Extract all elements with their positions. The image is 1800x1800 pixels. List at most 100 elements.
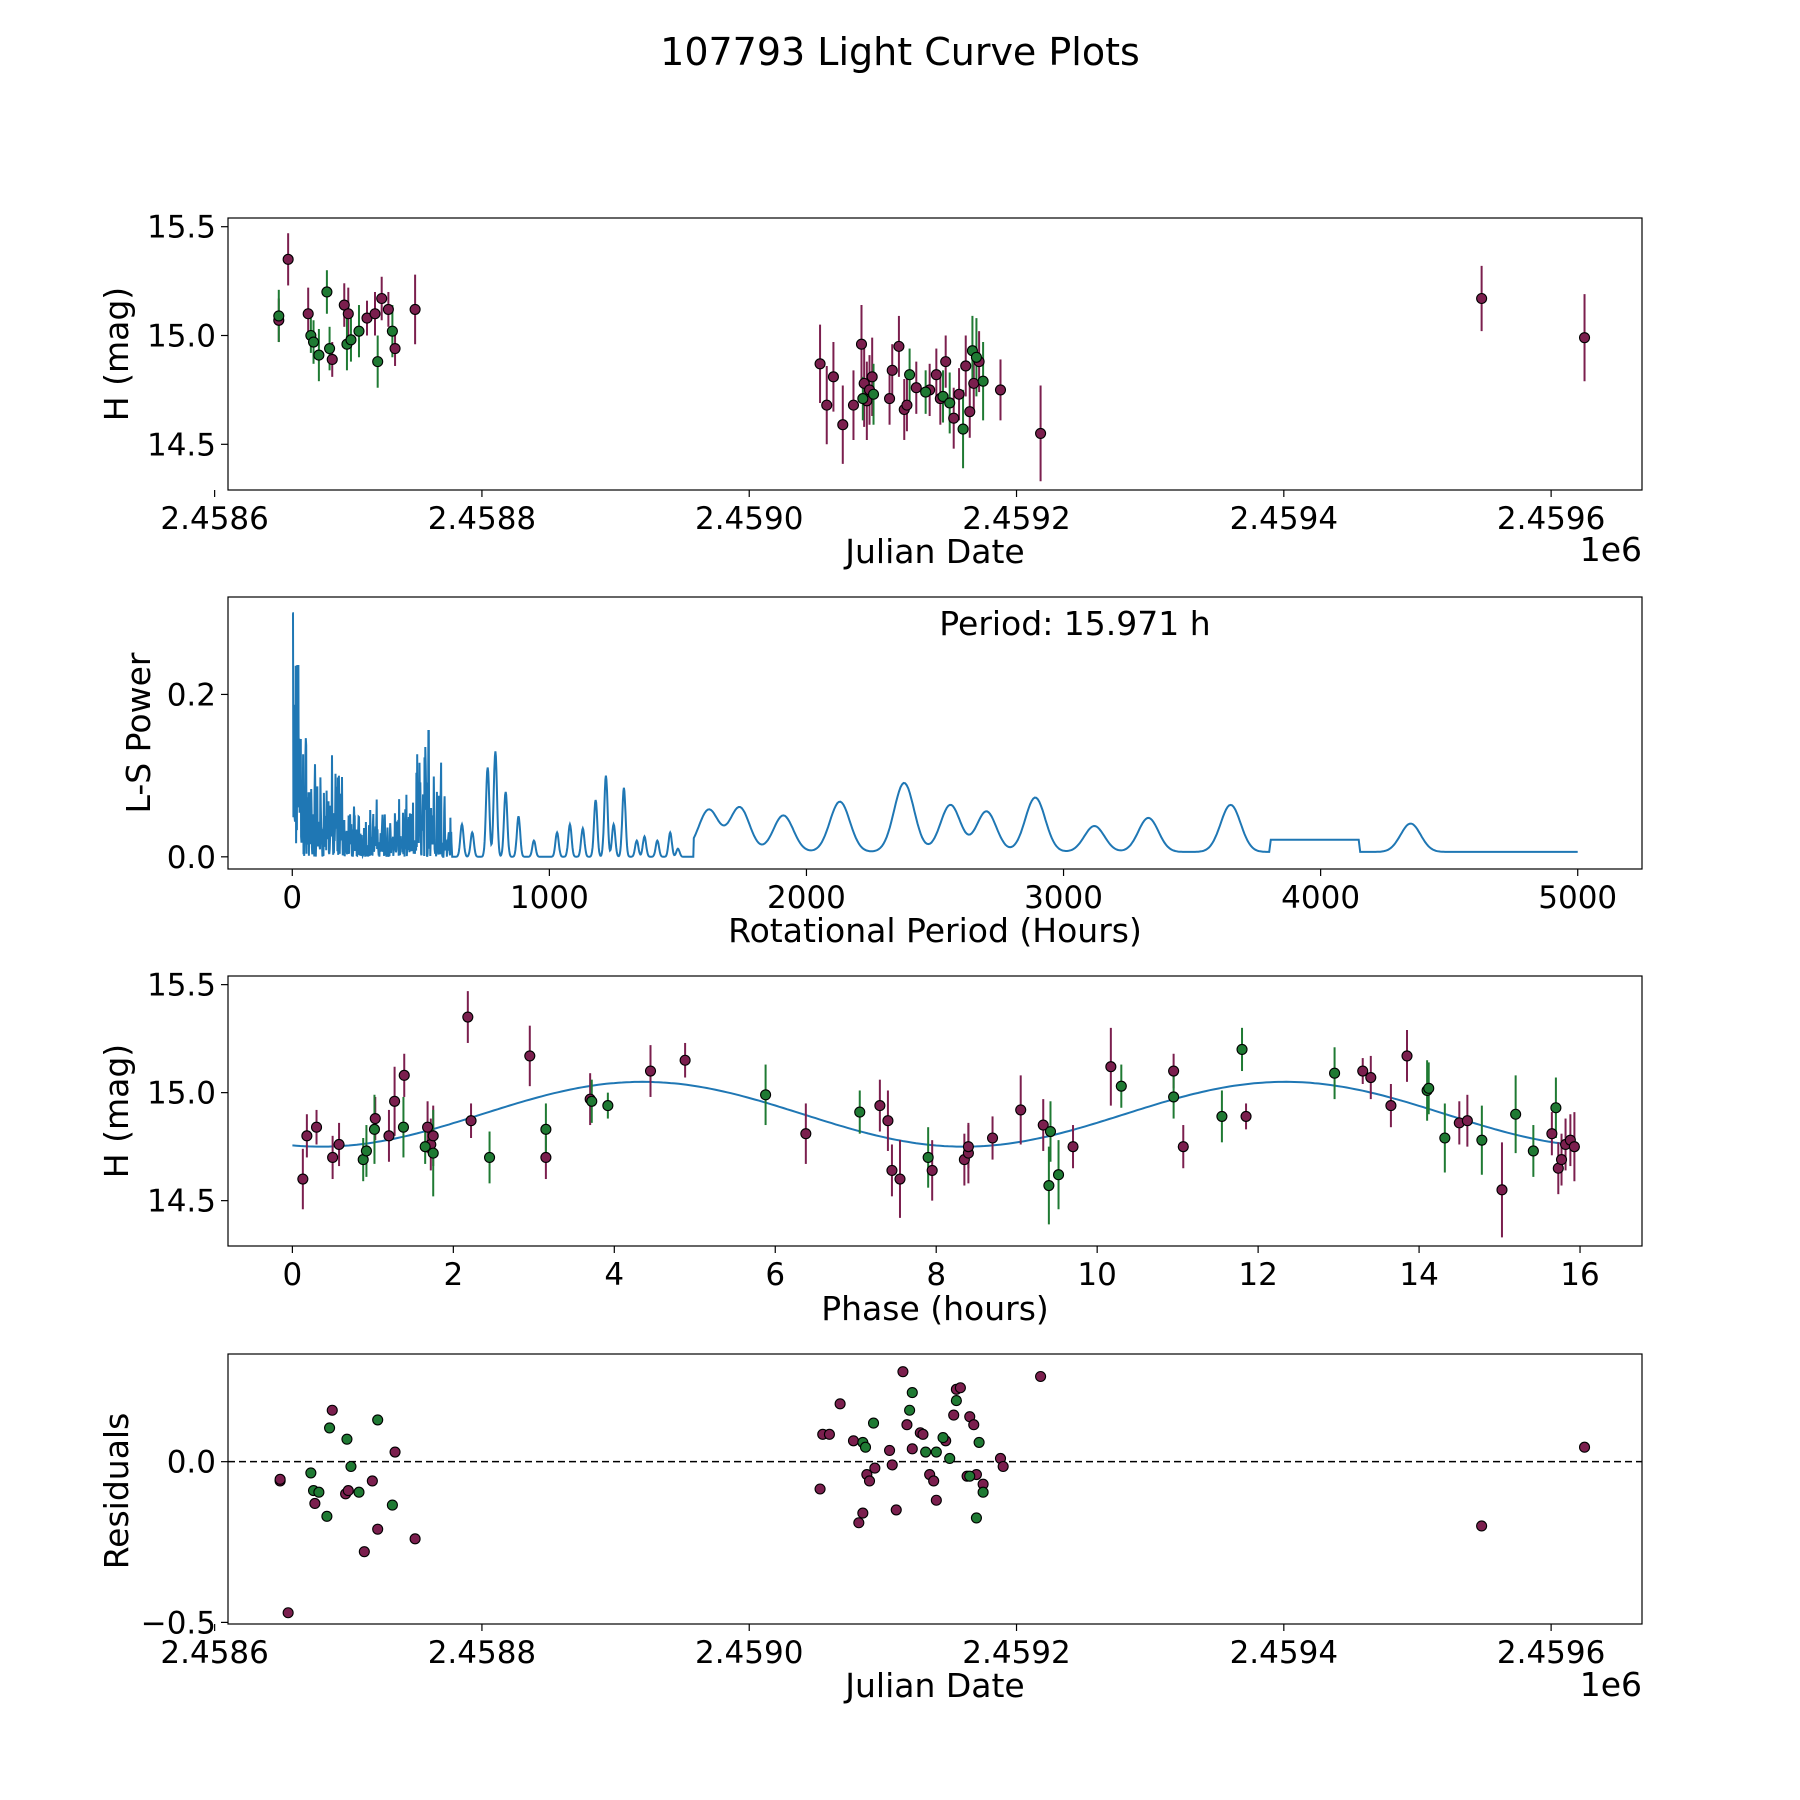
lc-point-green [273, 310, 285, 322]
phase-point-red [389, 1095, 401, 1107]
lc-ytick-label: 15.5 [147, 210, 216, 246]
lc-point-red [282, 253, 294, 265]
lc-data-points [273, 253, 1591, 439]
phase-point-red [1568, 1141, 1580, 1153]
res-point-red [948, 1409, 960, 1421]
lc-point-red [964, 406, 976, 418]
lc-point-red [382, 303, 394, 315]
lc-point-red [837, 419, 849, 431]
res-point-red [997, 1460, 1009, 1473]
lc-point-green [353, 325, 365, 337]
lc-xtick-label: 2.4594 [1230, 501, 1338, 537]
phase-point-red [333, 1138, 345, 1151]
phase-point-red [926, 1164, 938, 1176]
res-point-red [326, 1404, 338, 1416]
phase-point-green [1052, 1169, 1065, 1181]
phase-point-green [1236, 1043, 1248, 1055]
phase-point-green [1550, 1102, 1562, 1114]
res-point-green [904, 1404, 916, 1416]
lc-point-green [867, 388, 880, 400]
phase-point-red [1240, 1110, 1252, 1122]
phase-point-red [644, 1065, 657, 1077]
res-point-red [968, 1419, 980, 1431]
phase-point-green [1115, 1080, 1127, 1092]
lc-point-green [904, 369, 916, 381]
phase-point-red [310, 1121, 323, 1133]
ls-xtick-label: 2000 [767, 880, 846, 916]
phase-point-green [1527, 1145, 1539, 1157]
res-point-red [342, 1485, 354, 1497]
lc-point-red [866, 371, 878, 383]
lc-point-red [948, 412, 960, 424]
res-point-green [321, 1510, 333, 1522]
lc-point-red [814, 358, 826, 370]
res-point-red [847, 1435, 860, 1447]
panel-periodogram: 0 1000 2000 3000 4000 5000 0.0 0.2 Period: 15.9… [119, 596, 1643, 950]
lc-point-green [324, 343, 336, 355]
phase-point-red [383, 1130, 395, 1142]
phase-point-green [1043, 1179, 1055, 1192]
res-point-red [814, 1483, 826, 1495]
phase-point-red [886, 1164, 898, 1176]
res-point-red [274, 1473, 286, 1485]
phase-ytick-label: 15.5 [147, 968, 216, 1004]
ls-xtick-label: 5000 [1538, 880, 1617, 916]
lc-point-red [302, 308, 314, 320]
lc-xtick-label: 2.4590 [695, 501, 803, 537]
phase-ytick-label: 14.5 [147, 1184, 216, 1220]
res-point-red [863, 1475, 876, 1487]
res-plot-area [227, 1353, 1643, 1625]
phase-point-red [327, 1151, 339, 1163]
lc-xtick-label: 2.4592 [962, 501, 1070, 537]
phase-point-green [397, 1121, 409, 1133]
figure-title: 107793 Light Curve Plots [660, 30, 1140, 74]
phase-point-red [1385, 1100, 1397, 1112]
res-point-green [324, 1422, 336, 1434]
phase-point-green [586, 1095, 598, 1107]
res-point-green [970, 1512, 982, 1524]
phase-point-green [1439, 1132, 1451, 1144]
phase-point-red [297, 1173, 309, 1185]
phase-xlabel: Phase (hours) [821, 1289, 1049, 1328]
phase-xtick-label: 6 [765, 1257, 785, 1293]
phase-point-red [962, 1141, 974, 1153]
res-ytick-label: −0.5 [141, 1605, 216, 1641]
res-xtick-label: 2.4592 [962, 1635, 1070, 1671]
res-point-red [309, 1497, 321, 1510]
lc-point-red [409, 303, 421, 315]
lc-xtick-label: 2.4596 [1497, 501, 1605, 537]
res-point-green [906, 1387, 918, 1399]
res-point-green [964, 1470, 976, 1482]
phase-point-red [1496, 1184, 1508, 1196]
phase-point-red [1401, 1050, 1413, 1062]
phase-point-red [986, 1132, 999, 1144]
res-point-green [867, 1417, 880, 1429]
lc-point-green [321, 286, 333, 298]
res-point-red [869, 1462, 881, 1474]
lc-point-red [1476, 292, 1488, 305]
res-point-red [366, 1475, 378, 1487]
res-point-red [857, 1507, 869, 1519]
phase-point-red [1357, 1065, 1369, 1077]
lc-point-red [960, 360, 972, 372]
res-point-green [950, 1395, 962, 1407]
lc-point-red [827, 371, 839, 383]
lc-point-green [937, 390, 949, 402]
res-xtick-label: 2.4590 [695, 1635, 803, 1671]
res-point-red [917, 1428, 929, 1440]
res-point-green [944, 1452, 956, 1465]
res-xlabel: Julian Date [843, 1666, 1025, 1705]
lc-point-red [953, 388, 965, 400]
phase-xtick-label: 14 [1399, 1257, 1438, 1293]
lc-xlabel: Julian Date [843, 532, 1025, 571]
lc-point-red [326, 353, 338, 365]
res-offset-label: 1e6 [1580, 1665, 1642, 1704]
phase-xtick-label: 8 [926, 1257, 946, 1293]
phase-xtick-label: 0 [283, 1257, 303, 1293]
ls-annotation: Period: 15.971 h [939, 604, 1210, 643]
phase-point-red [1461, 1115, 1473, 1127]
lc-point-green [307, 336, 320, 348]
res-point-red [1035, 1370, 1047, 1383]
